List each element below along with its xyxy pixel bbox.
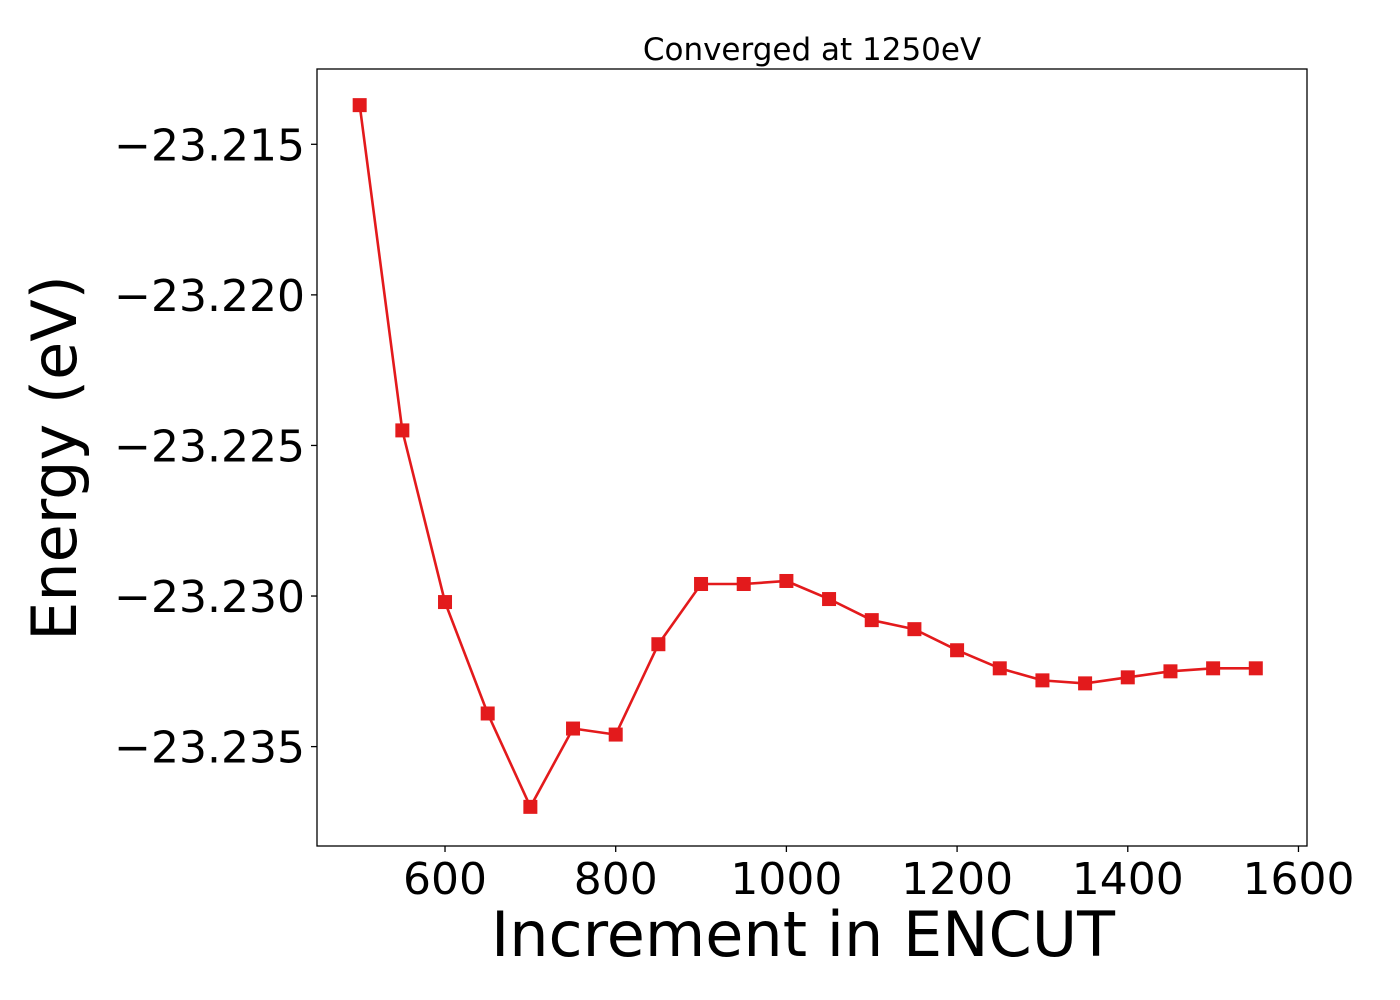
data-point-marker <box>907 622 922 637</box>
x-tick-label: 1200 <box>901 854 1013 905</box>
x-tick-label: 1400 <box>1072 854 1184 905</box>
data-point-marker <box>523 799 538 814</box>
data-point-marker <box>1035 673 1050 688</box>
data-point-marker <box>864 613 879 628</box>
y-axis-label: Energy (eV) <box>18 275 91 641</box>
x-axis: 600 800 1000 1200 1400 1600 <box>403 846 1354 905</box>
data-point-marker <box>992 661 1007 676</box>
x-tick-label: 1600 <box>1242 854 1354 905</box>
y-tick-label: −23.230 <box>114 572 305 623</box>
y-tick-label: −23.215 <box>114 120 305 171</box>
x-tick-label: 600 <box>403 854 487 905</box>
data-point-marker <box>1206 661 1221 676</box>
data-point-marker <box>352 98 367 113</box>
x-tick-label: 1000 <box>730 854 842 905</box>
data-point-marker <box>480 706 495 721</box>
data-point-marker <box>566 721 581 736</box>
data-point-marker <box>1248 661 1263 676</box>
data-point-marker <box>1163 664 1178 679</box>
data-point-marker <box>1078 676 1093 691</box>
x-tick-label: 800 <box>574 854 658 905</box>
data-point-marker <box>822 592 837 607</box>
data-point-marker <box>950 643 965 658</box>
y-tick-label: −23.225 <box>114 421 305 472</box>
y-tick-label: −23.220 <box>114 271 305 322</box>
data-point-marker <box>736 576 751 591</box>
chart-title: Converged at 1250eV <box>643 32 981 68</box>
x-axis-label: Increment in ENCUT <box>491 898 1116 971</box>
data-point-marker <box>694 576 709 591</box>
series-line <box>358 104 1256 810</box>
y-tick-label: −23.235 <box>114 723 305 774</box>
data-point-marker <box>651 637 666 652</box>
data-point-marker <box>1120 670 1135 685</box>
y-axis: −23.215 −23.220 −23.225 −23.230 −23.235 <box>114 120 317 774</box>
data-point-marker <box>438 595 453 610</box>
data-point-marker <box>608 727 623 742</box>
data-point-marker <box>395 423 410 438</box>
series-layer <box>352 98 1263 814</box>
data-point-marker <box>779 573 794 588</box>
plot-area-frame <box>316 68 1308 847</box>
